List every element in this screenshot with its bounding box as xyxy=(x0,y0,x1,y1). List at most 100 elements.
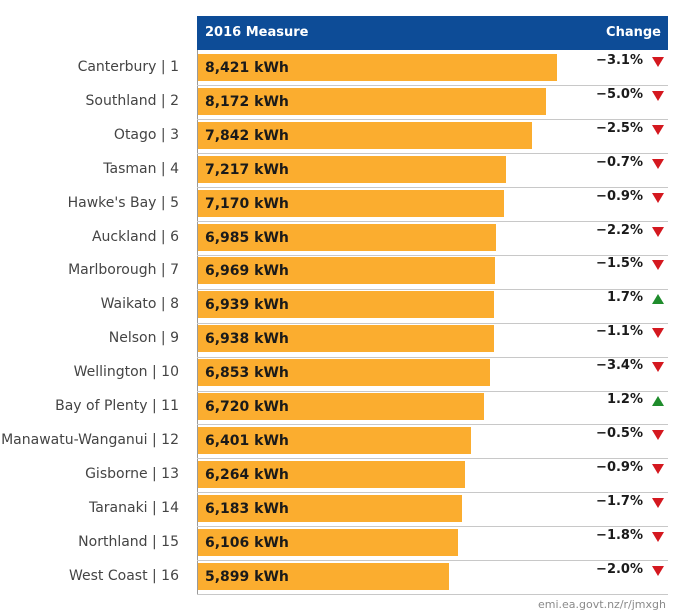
change-value: −0.5% xyxy=(596,425,643,441)
measure-column-header: 2016 Measure xyxy=(205,25,309,40)
bar[interactable] xyxy=(198,562,450,590)
category-label: Wellington | 10 xyxy=(73,364,179,381)
category-label: Tasman | 4 xyxy=(103,160,179,177)
bar-value-label: 6,183 kWh xyxy=(205,500,289,517)
category-label: Waikato | 8 xyxy=(100,296,179,313)
category-label: Manawatu-Wanganui | 12 xyxy=(1,431,179,448)
row-separator xyxy=(197,593,668,595)
arrow-down-icon xyxy=(652,362,664,373)
bar-value-label: 7,170 kWh xyxy=(205,195,289,212)
category-label: Auckland | 6 xyxy=(91,228,179,245)
row-separator xyxy=(197,322,668,324)
table-header: 2016 Measure Change xyxy=(197,16,668,50)
change-value: −1.7% xyxy=(596,493,643,509)
change-value: −2.5% xyxy=(596,120,643,136)
category-label: Taranaki | 14 xyxy=(88,499,179,516)
arrow-down-icon xyxy=(652,531,664,542)
bar[interactable] xyxy=(198,257,496,285)
bar-value-label: 6,106 kWh xyxy=(205,534,289,551)
category-label: Bay of Plenty | 11 xyxy=(55,398,179,414)
bar-value-label: 6,264 kWh xyxy=(205,466,289,483)
bar-value-label: 7,842 kWh xyxy=(205,127,289,144)
arrow-down-icon xyxy=(652,497,664,508)
category-label: Northland | 15 xyxy=(78,533,179,550)
change-value: −0.7% xyxy=(596,154,643,170)
bar[interactable] xyxy=(198,494,462,522)
row-separator xyxy=(197,153,668,155)
bar-value-label: 6,401 kWh xyxy=(205,432,289,449)
bar[interactable] xyxy=(198,223,496,251)
bar[interactable] xyxy=(198,87,547,115)
bar-value-label: 6,853 kWh xyxy=(205,365,289,382)
bar[interactable] xyxy=(198,189,504,217)
arrow-down-icon xyxy=(652,90,664,101)
arrow-down-icon xyxy=(652,226,664,237)
change-column-header: Change xyxy=(606,25,661,40)
row-separator xyxy=(197,254,668,256)
category-label: Marlborough | 7 xyxy=(68,262,179,279)
bar-value-label: 8,421 kWh xyxy=(205,60,289,76)
arrow-down-icon xyxy=(652,565,664,576)
bar[interactable] xyxy=(198,393,485,420)
row-separator xyxy=(197,187,668,189)
row-separator xyxy=(197,458,668,460)
bar[interactable] xyxy=(198,528,459,556)
arrow-down-icon xyxy=(652,429,664,440)
bar[interactable] xyxy=(198,121,533,149)
change-value: −1.8% xyxy=(596,527,643,543)
bar-value-label: 7,217 kWh xyxy=(205,161,289,178)
bar[interactable] xyxy=(198,460,466,488)
bar[interactable] xyxy=(198,426,471,454)
bar-value-label: 6,969 kWh xyxy=(205,263,289,280)
bar-value-label: 6,720 kWh xyxy=(205,399,289,415)
change-value: −0.9% xyxy=(596,188,643,204)
bar[interactable] xyxy=(198,325,494,353)
change-value: −3.4% xyxy=(596,358,643,374)
row-separator xyxy=(197,526,668,528)
row-separator xyxy=(197,356,668,358)
bar[interactable] xyxy=(198,54,557,81)
row-separator xyxy=(197,288,668,290)
row-separator xyxy=(197,221,668,222)
change-value: −5.0% xyxy=(596,86,643,102)
bar[interactable] xyxy=(198,155,506,183)
category-label: Canterbury | 1 xyxy=(77,59,179,75)
source-link[interactable]: emi.ea.govt.nz/r/jmxgh xyxy=(538,598,666,611)
bar-value-label: 5,899 kWh xyxy=(205,568,289,585)
change-value: −2.0% xyxy=(596,561,643,577)
arrow-up-icon xyxy=(652,294,664,305)
arrow-down-icon xyxy=(652,260,664,271)
change-value: −1.1% xyxy=(596,324,643,340)
category-label: Southland | 2 xyxy=(85,92,179,109)
bar[interactable] xyxy=(198,291,494,319)
row-separator xyxy=(197,492,668,494)
change-value: −2.2% xyxy=(596,222,643,238)
change-value: 1.7% xyxy=(606,290,643,306)
arrow-down-icon xyxy=(652,192,664,203)
arrow-down-icon xyxy=(652,328,664,339)
category-label: Gisborne | 13 xyxy=(85,465,179,482)
axis-line xyxy=(197,50,198,595)
change-value: 1.2% xyxy=(606,392,643,407)
category-label: Otago | 3 xyxy=(113,126,179,143)
arrow-down-icon xyxy=(652,158,664,169)
row-separator xyxy=(197,119,668,121)
arrow-down-icon xyxy=(652,124,664,135)
arrow-down-icon xyxy=(652,57,664,67)
bar-value-label: 6,939 kWh xyxy=(205,297,289,314)
row-separator xyxy=(197,390,668,392)
change-value: −3.1% xyxy=(596,53,643,68)
bar-value-label: 8,172 kWh xyxy=(205,93,289,110)
bar-value-label: 6,938 kWh xyxy=(205,331,289,348)
change-value: −0.9% xyxy=(596,459,643,475)
category-label: Nelson | 9 xyxy=(108,330,179,347)
arrow-down-icon xyxy=(652,463,664,474)
row-separator xyxy=(197,85,668,87)
arrow-up-icon xyxy=(652,396,664,406)
bar[interactable] xyxy=(198,359,491,387)
row-separator xyxy=(197,424,668,426)
row-separator xyxy=(197,560,668,561)
category-label: Hawke's Bay | 5 xyxy=(67,194,179,211)
category-label: West Coast | 16 xyxy=(68,567,179,584)
